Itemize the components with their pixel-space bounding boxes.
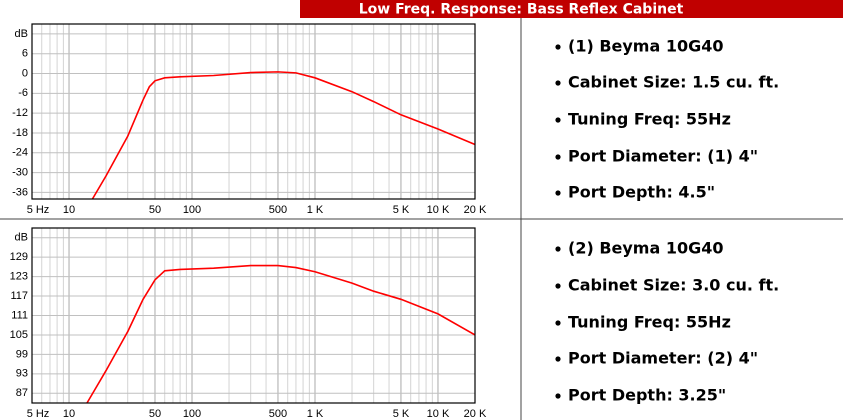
x-tick-label: 50 <box>149 408 161 420</box>
spec-item: Cabinet Size: 1.5 cu. ft. <box>568 73 779 92</box>
x-tick-label: 10 K <box>427 204 450 216</box>
spec-item: Port Diameter: (1) 4" <box>568 147 758 166</box>
x-tick-label: 20 K <box>464 204 487 216</box>
x-tick-label: 100 <box>183 408 201 420</box>
y-tick-label: -6 <box>18 87 28 99</box>
x-tick-label: 10 <box>63 204 75 216</box>
x-tick-label: 5 Hz <box>27 204 50 216</box>
y-tick-label: -18 <box>12 127 28 139</box>
bullet <box>555 117 561 123</box>
y-tick-label: 105 <box>10 329 28 341</box>
response-curve <box>91 71 475 199</box>
y-tick-label: -24 <box>12 147 28 159</box>
x-tick-label: 100 <box>183 204 201 216</box>
spec-item: Port Depth: 3.25" <box>568 386 726 405</box>
plot-frame <box>31 227 476 404</box>
header-bar <box>300 0 843 18</box>
y-tick-label: -30 <box>12 166 28 178</box>
y-tick-label: dB <box>15 232 28 244</box>
spec-item: Port Diameter: (2) 4" <box>568 349 758 368</box>
x-tick-label: 5 K <box>393 408 410 420</box>
bullet <box>555 246 561 252</box>
y-tick-label: 99 <box>16 348 28 360</box>
y-tick-label: 123 <box>10 271 28 283</box>
spec-item: Tuning Freq: 55Hz <box>568 313 731 332</box>
y-tick-label: 111 <box>11 309 28 321</box>
x-tick-label: 500 <box>269 408 287 420</box>
y-tick-label: -12 <box>12 107 28 119</box>
plot-frame <box>31 23 476 200</box>
bullet <box>555 80 561 86</box>
spec-item: Cabinet Size: 3.0 cu. ft. <box>568 276 779 295</box>
y-tick-label: -36 <box>12 186 28 198</box>
spec-item: Port Depth: 4.5" <box>568 183 715 202</box>
bullet <box>555 190 561 196</box>
x-tick-label: 5 Hz <box>27 408 50 420</box>
bullet <box>555 154 561 160</box>
y-tick-label: 117 <box>10 290 28 302</box>
bullet <box>555 283 561 289</box>
bullet <box>555 320 561 326</box>
y-tick-label: 93 <box>16 368 28 380</box>
x-tick-label: 20 K <box>464 408 487 420</box>
y-tick-label: 129 <box>10 251 28 263</box>
x-tick-label: 500 <box>269 204 287 216</box>
bullet <box>555 356 561 362</box>
bullet <box>555 393 561 399</box>
spec-item: (2) Beyma 10G40 <box>568 239 724 258</box>
x-tick-label: 10 <box>63 408 75 420</box>
x-tick-label: 10 K <box>427 408 450 420</box>
y-tick-label: 0 <box>22 67 28 79</box>
x-tick-label: 1 K <box>307 408 324 420</box>
x-tick-label: 50 <box>149 204 161 216</box>
x-tick-label: 5 K <box>393 204 410 216</box>
spec-item: (1) Beyma 10G40 <box>568 37 724 56</box>
response-curve <box>86 264 475 403</box>
y-tick-label: dB <box>15 28 28 40</box>
header-title: Low Freq. Response: Bass Reflex Cabinet <box>359 2 684 18</box>
x-tick-label: 1 K <box>307 204 324 216</box>
spec-item: Tuning Freq: 55Hz <box>568 110 731 129</box>
y-tick-label: 87 <box>16 387 28 399</box>
y-tick-label: 6 <box>22 48 28 60</box>
bullet <box>555 44 561 50</box>
